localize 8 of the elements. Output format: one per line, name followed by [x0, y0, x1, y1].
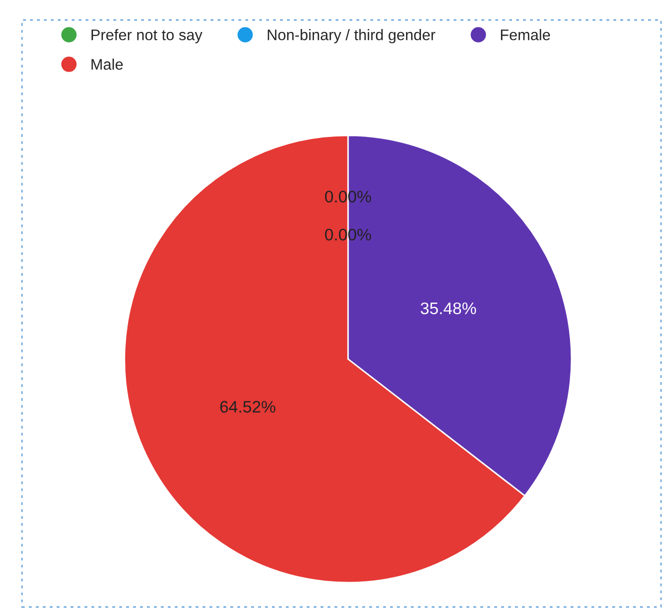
- data-label: 64.52%: [220, 400, 276, 413]
- data-label: 35.48%: [420, 302, 476, 314]
- text: 0.00%: [325, 190, 372, 203]
- legend-label: Male: [92, 58, 123, 70]
- legend-label: Prefer not to say: [92, 29, 202, 44]
- legend-label: Female: [500, 29, 550, 40]
- legend-label: Non-binary / third gender: [268, 29, 436, 44]
- text: 0.00%: [325, 228, 372, 241]
